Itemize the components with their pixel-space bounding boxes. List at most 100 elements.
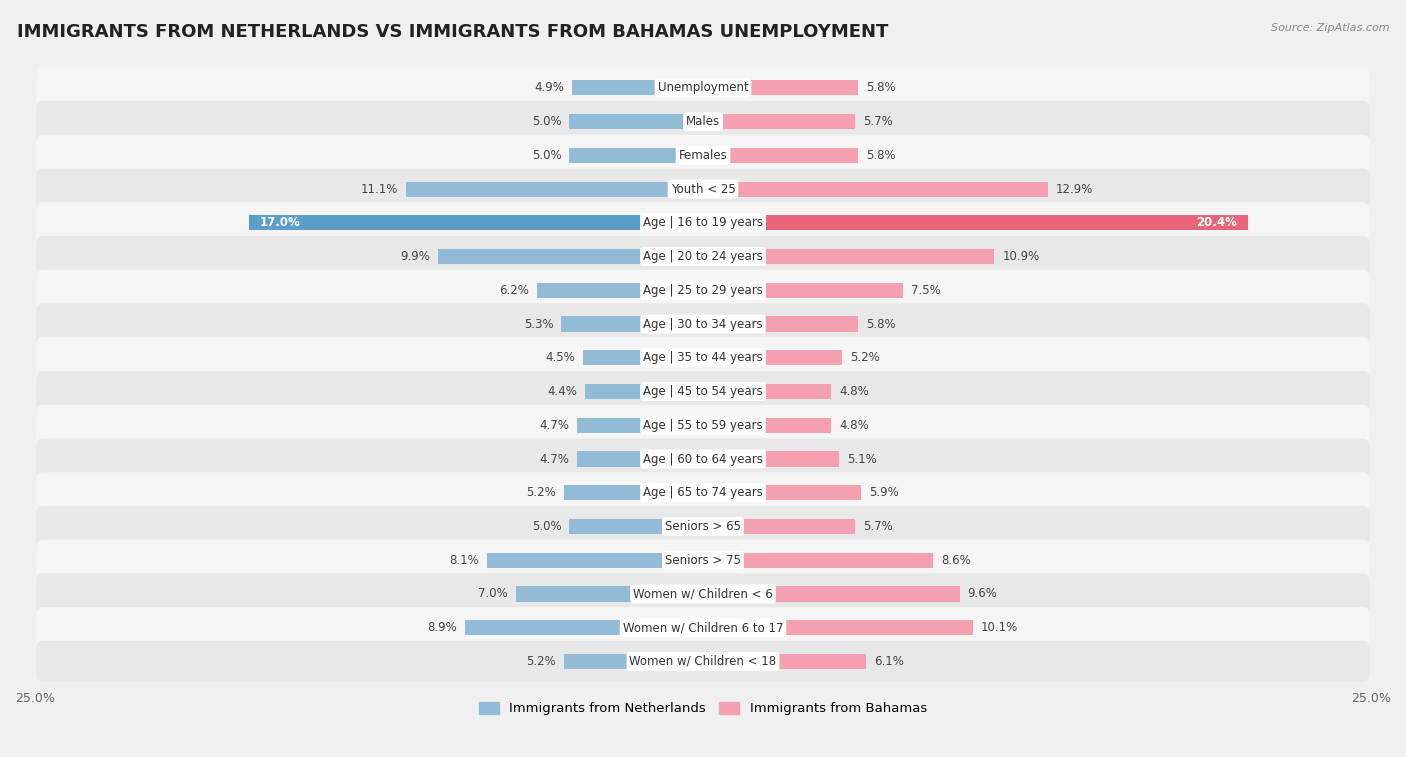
Bar [703,485,860,500]
Bar [564,485,703,500]
Bar [578,418,703,433]
Bar [578,451,703,466]
Text: Age | 30 to 34 years: Age | 30 to 34 years [643,317,763,331]
Text: 5.9%: 5.9% [869,486,898,500]
Text: Seniors > 75: Seniors > 75 [665,553,741,567]
Text: 5.0%: 5.0% [531,520,561,533]
FancyBboxPatch shape [37,269,1369,311]
Text: Females: Females [679,149,727,162]
Bar [703,587,959,602]
FancyBboxPatch shape [37,573,1369,615]
Text: 5.7%: 5.7% [863,115,893,128]
Bar [465,620,703,635]
Text: Age | 25 to 29 years: Age | 25 to 29 years [643,284,763,297]
Text: 6.2%: 6.2% [499,284,529,297]
Bar [537,283,703,298]
FancyBboxPatch shape [37,169,1369,210]
Bar [703,316,858,332]
Text: 5.2%: 5.2% [851,351,880,364]
Bar [564,654,703,669]
FancyBboxPatch shape [37,135,1369,176]
Text: Women w/ Children < 18: Women w/ Children < 18 [630,655,776,668]
Bar [249,215,703,230]
Text: Age | 65 to 74 years: Age | 65 to 74 years [643,486,763,500]
Bar [585,384,703,399]
Bar [516,587,703,602]
FancyBboxPatch shape [37,607,1369,648]
FancyBboxPatch shape [37,337,1369,378]
Text: 8.9%: 8.9% [427,621,457,634]
Text: Age | 45 to 54 years: Age | 45 to 54 years [643,385,763,398]
Text: 6.1%: 6.1% [875,655,904,668]
Text: 8.1%: 8.1% [449,553,478,567]
Bar [703,148,858,163]
Text: 11.1%: 11.1% [361,182,398,195]
Text: 4.7%: 4.7% [540,419,569,431]
Text: 5.8%: 5.8% [866,149,896,162]
FancyBboxPatch shape [37,540,1369,581]
Text: 17.0%: 17.0% [259,217,299,229]
Bar [703,182,1047,197]
Text: Unemployment: Unemployment [658,81,748,95]
Bar [561,316,703,332]
Text: Age | 16 to 19 years: Age | 16 to 19 years [643,217,763,229]
Text: 5.8%: 5.8% [866,81,896,95]
Text: 4.9%: 4.9% [534,81,564,95]
Text: 5.2%: 5.2% [526,655,555,668]
Text: 5.8%: 5.8% [866,317,896,331]
Text: Age | 55 to 59 years: Age | 55 to 59 years [643,419,763,431]
FancyBboxPatch shape [37,67,1369,108]
Text: 7.0%: 7.0% [478,587,508,600]
Bar [703,384,831,399]
Bar [703,114,855,129]
Text: 5.0%: 5.0% [531,149,561,162]
Bar [406,182,703,197]
Legend: Immigrants from Netherlands, Immigrants from Bahamas: Immigrants from Netherlands, Immigrants … [472,696,934,722]
Bar [703,620,973,635]
FancyBboxPatch shape [37,405,1369,446]
FancyBboxPatch shape [37,304,1369,344]
Text: 5.3%: 5.3% [523,317,554,331]
Text: IMMIGRANTS FROM NETHERLANDS VS IMMIGRANTS FROM BAHAMAS UNEMPLOYMENT: IMMIGRANTS FROM NETHERLANDS VS IMMIGRANT… [17,23,889,41]
Text: 4.5%: 4.5% [546,351,575,364]
Text: 5.2%: 5.2% [526,486,555,500]
Text: 10.1%: 10.1% [981,621,1018,634]
Text: Males: Males [686,115,720,128]
FancyBboxPatch shape [37,641,1369,682]
Text: Women w/ Children < 6: Women w/ Children < 6 [633,587,773,600]
Text: 5.0%: 5.0% [531,115,561,128]
Text: 4.8%: 4.8% [839,419,869,431]
Text: 4.4%: 4.4% [547,385,578,398]
Text: Source: ZipAtlas.com: Source: ZipAtlas.com [1271,23,1389,33]
Bar [569,148,703,163]
Bar [703,553,932,568]
FancyBboxPatch shape [37,371,1369,412]
Text: 7.5%: 7.5% [911,284,941,297]
Text: Women w/ Children 6 to 17: Women w/ Children 6 to 17 [623,621,783,634]
Bar [703,215,1249,230]
Bar [439,249,703,264]
Text: 10.9%: 10.9% [1002,250,1039,263]
Text: 9.9%: 9.9% [401,250,430,263]
Bar [703,519,855,534]
Bar [703,451,839,466]
FancyBboxPatch shape [37,506,1369,547]
FancyBboxPatch shape [37,101,1369,142]
Bar [486,553,703,568]
FancyBboxPatch shape [37,438,1369,480]
Bar [703,654,866,669]
Text: 20.4%: 20.4% [1197,217,1237,229]
Text: 12.9%: 12.9% [1056,182,1092,195]
Bar [569,519,703,534]
Bar [703,80,858,95]
Text: Age | 35 to 44 years: Age | 35 to 44 years [643,351,763,364]
Text: 5.7%: 5.7% [863,520,893,533]
Bar [703,283,904,298]
Bar [703,418,831,433]
Text: Age | 20 to 24 years: Age | 20 to 24 years [643,250,763,263]
Text: 4.8%: 4.8% [839,385,869,398]
FancyBboxPatch shape [37,202,1369,244]
Bar [703,350,842,366]
Text: Age | 60 to 64 years: Age | 60 to 64 years [643,453,763,466]
Bar [582,350,703,366]
